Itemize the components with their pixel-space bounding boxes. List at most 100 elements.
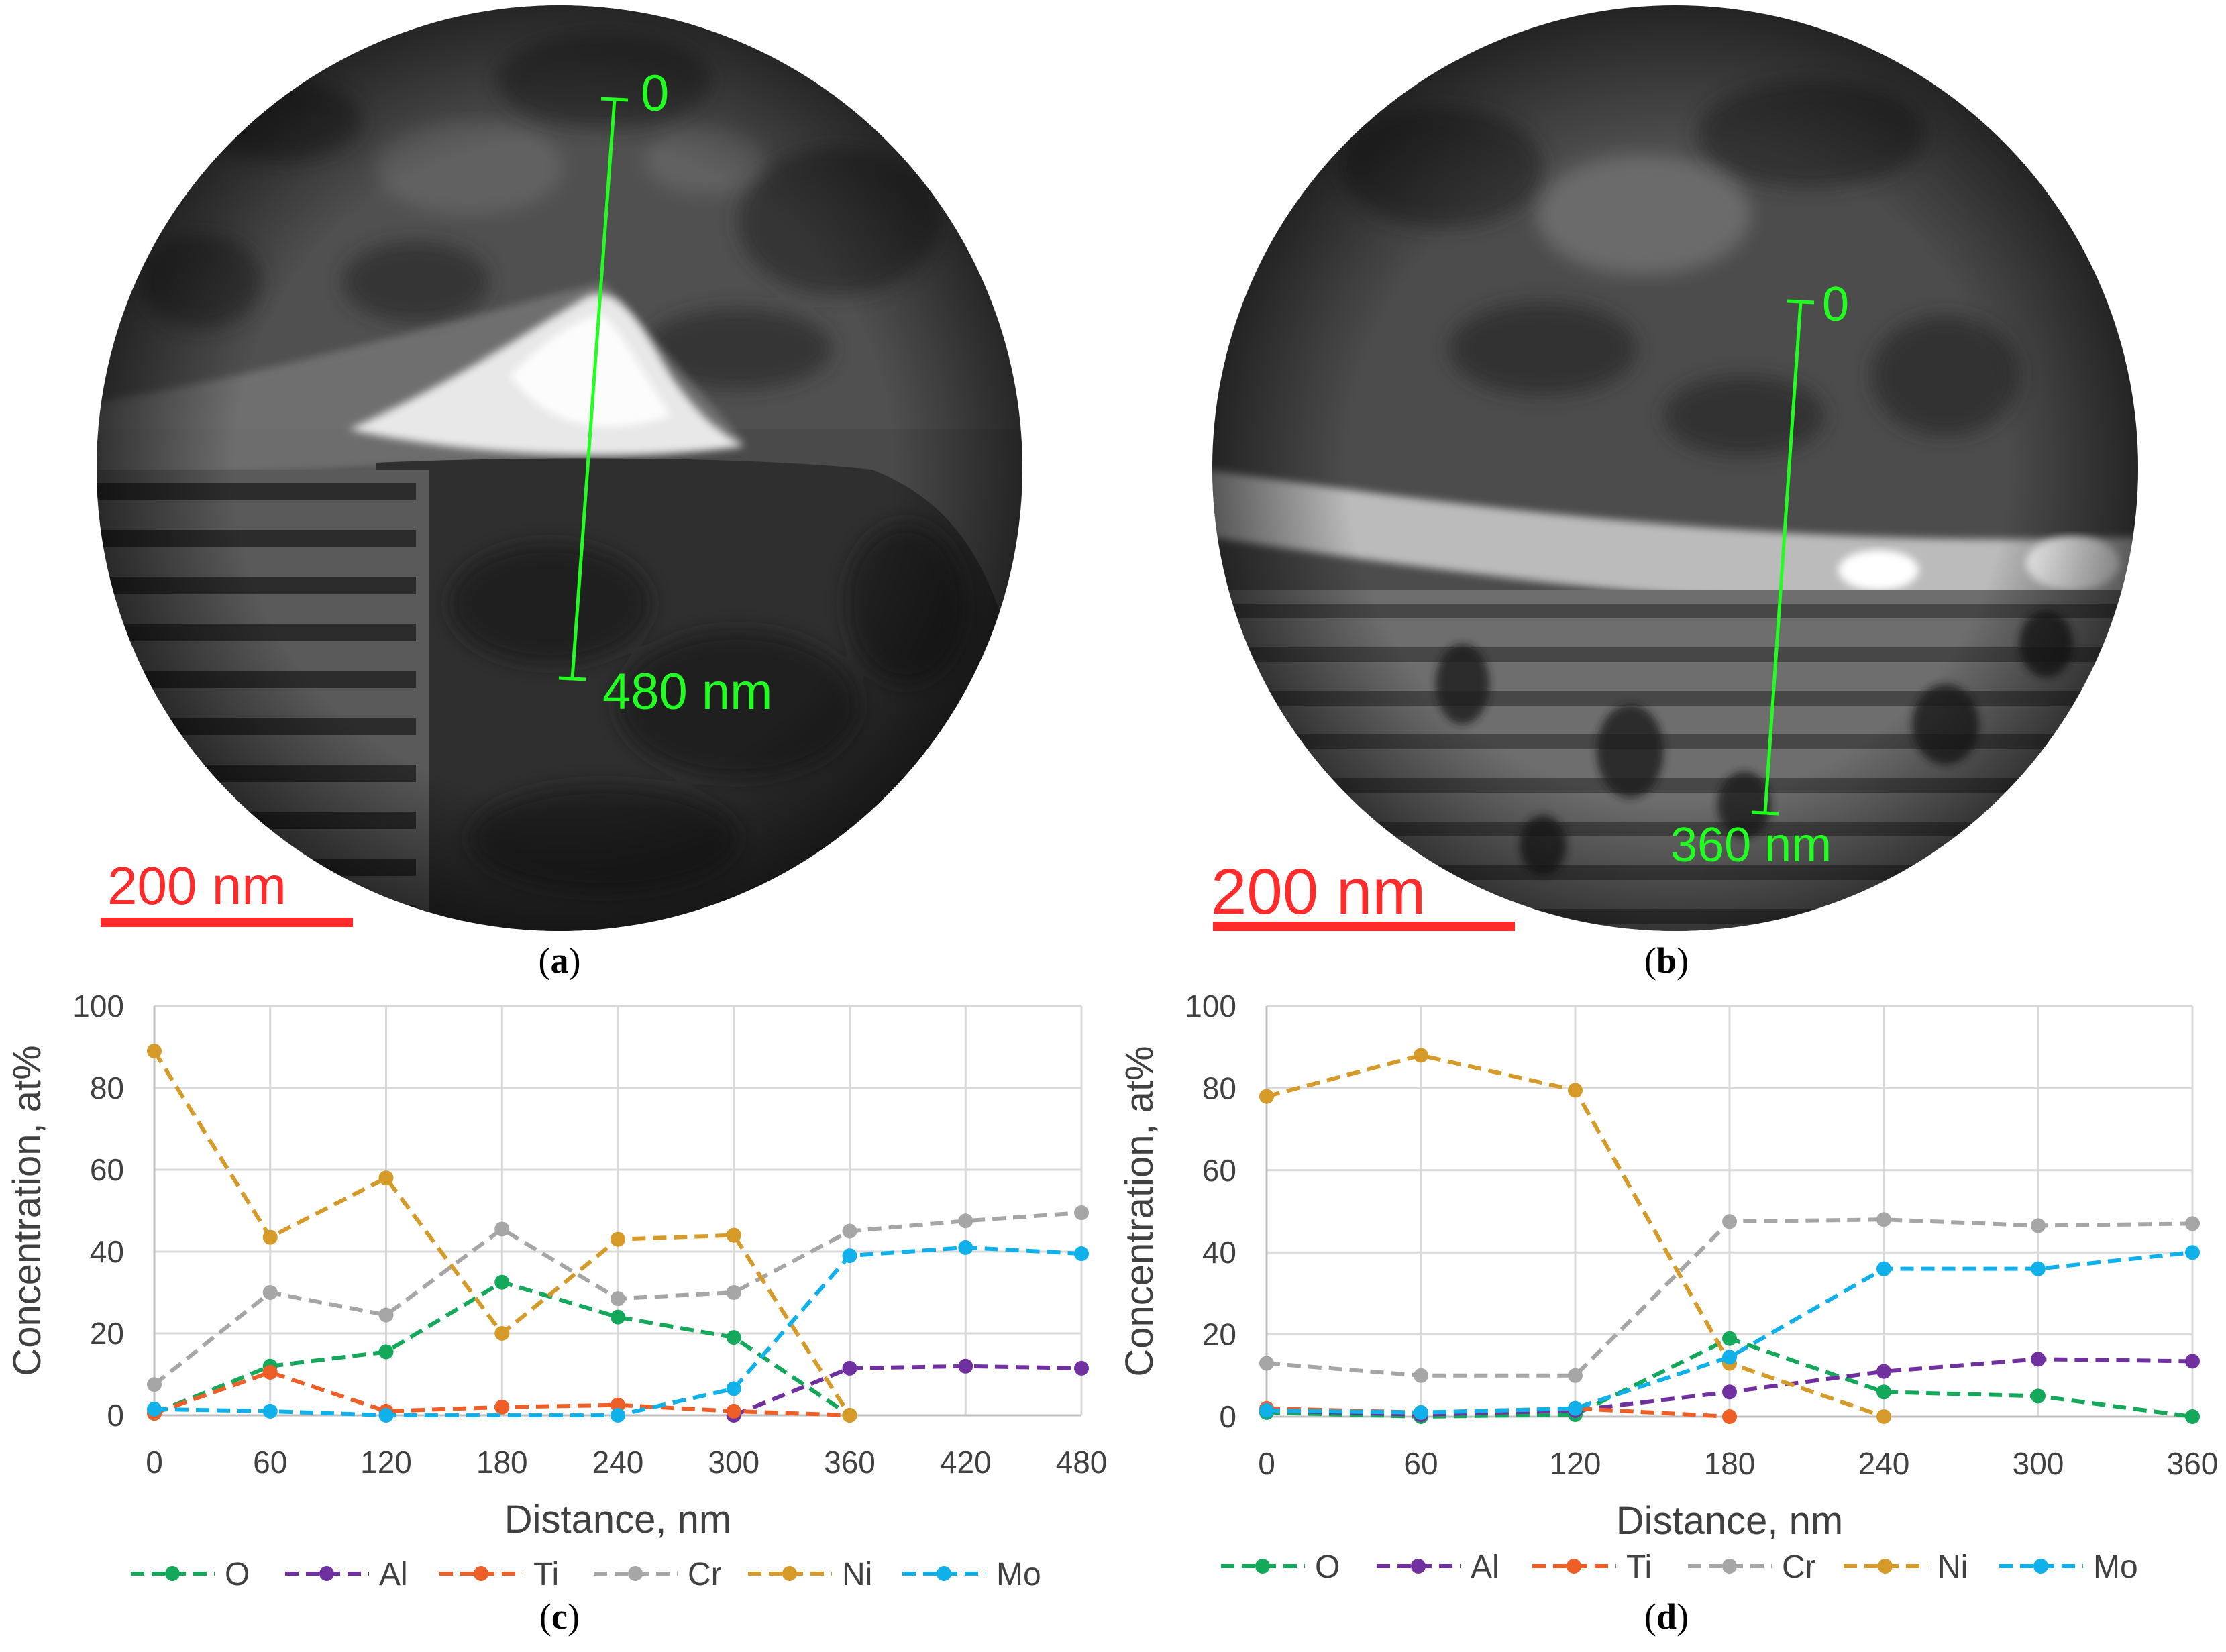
legend-label-O: O	[1315, 1549, 1340, 1585]
legend-marker-O	[1255, 1559, 1270, 1574]
legend-marker-Ni	[1878, 1559, 1893, 1574]
x-tick-label: 120	[1550, 1446, 1601, 1481]
x-tick-label: 0	[1258, 1446, 1275, 1481]
data-point-Ni	[1259, 1089, 1274, 1104]
data-point-Ni	[262, 1229, 278, 1245]
data-point-Al	[958, 1358, 973, 1374]
legend-marker-Al	[1411, 1559, 1426, 1574]
legend-marker-Cr	[1722, 1559, 1737, 1574]
data-point-Cr	[1568, 1368, 1583, 1383]
data-point-Cr	[1722, 1214, 1737, 1229]
legend-label-Cr: Cr	[1782, 1549, 1816, 1585]
data-point-Ti	[494, 1399, 510, 1415]
y-tick-label: 40	[1202, 1235, 1236, 1270]
y-tick-label: 100	[72, 989, 124, 1024]
legend-label-Ni: Ni	[1938, 1549, 1968, 1585]
profile-end-label-a: 480 nm	[602, 663, 773, 720]
data-point-Cr	[147, 1377, 162, 1392]
data-point-Mo	[1259, 1402, 1274, 1418]
data-point-Cr	[842, 1223, 857, 1239]
legend-marker-Ni	[782, 1566, 797, 1581]
profile-line-a	[570, 99, 617, 679]
data-point-Mo	[1722, 1350, 1737, 1365]
x-tick-label: 300	[2013, 1446, 2064, 1481]
data-point-Cr	[2185, 1216, 2200, 1231]
legend-label-Ti: Ti	[1626, 1549, 1652, 1585]
tem-image-b: 0 360 nm 200 nm	[1211, 5, 2138, 931]
x-tick-label: 360	[824, 1445, 876, 1480]
data-point-Al	[2031, 1352, 2046, 1367]
profile-end-label-b: 360 nm	[1671, 818, 1832, 872]
data-point-Mo	[1568, 1400, 1583, 1416]
data-point-Ni	[378, 1170, 394, 1186]
data-point-Cr	[1414, 1368, 1428, 1383]
x-tick-label: 60	[1403, 1446, 1438, 1481]
data-point-Cr	[611, 1291, 625, 1307]
y-tick-label: 60	[90, 1152, 124, 1187]
data-point-Cr	[1876, 1212, 1891, 1227]
data-point-Cr	[2031, 1218, 2046, 1233]
x-tick-label: 480	[1056, 1445, 1108, 1480]
y-tick-label: 60	[1202, 1153, 1236, 1188]
series-line-Mo	[154, 1245, 1082, 1417]
data-point-Mo	[1074, 1246, 1089, 1262]
data-point-O	[2031, 1388, 2046, 1404]
legend-label-O: O	[225, 1557, 250, 1592]
data-point-Mo	[958, 1240, 973, 1255]
profile-line-b	[1763, 301, 1803, 814]
data-point-Cr	[378, 1307, 394, 1323]
legend-marker-O	[165, 1566, 180, 1581]
data-point-Mo	[2185, 1245, 2200, 1260]
panel-label-d: (d)	[1644, 1596, 1689, 1637]
data-point-O	[1722, 1331, 1737, 1346]
legend-marker-Al	[319, 1566, 334, 1581]
data-point-Cr	[262, 1285, 278, 1300]
x-tick-label: 180	[476, 1445, 528, 1480]
y-tick-label: 0	[107, 1398, 124, 1433]
x-tick-label: 240	[592, 1445, 644, 1480]
data-point-Ti	[726, 1403, 741, 1419]
data-point-Al	[1722, 1384, 1737, 1400]
data-point-Cr	[1074, 1205, 1089, 1221]
legend-marker-Cr	[628, 1566, 643, 1581]
data-point-Mo	[842, 1248, 857, 1264]
panel-label-b: (b)	[1644, 940, 1689, 981]
scale-bar-label-b: 200 nm	[1211, 856, 1426, 928]
panel-label-a: (a)	[539, 940, 581, 981]
chart-d: 0 20 40 60 80 100 0 60 120 180 240 300 360 Distance, …	[1118, 989, 2218, 1585]
y-tick-label: 80	[1202, 1070, 1236, 1105]
data-point-O	[2185, 1409, 2200, 1424]
legend-marker-Mo	[2033, 1559, 2048, 1574]
data-point-O	[611, 1309, 625, 1325]
legend-label-Ti: Ti	[533, 1557, 559, 1592]
data-point-Mo	[1876, 1261, 1891, 1276]
data-point-Ni	[1568, 1083, 1583, 1098]
legend-marker-Mo	[937, 1566, 951, 1581]
data-point-Ni	[494, 1326, 510, 1341]
legend-marker-Ti	[474, 1566, 488, 1581]
data-point-O	[726, 1330, 741, 1345]
y-tick-label: 40	[90, 1234, 124, 1269]
y-axis-title: Concentration, at%	[5, 1045, 49, 1376]
data-point-Ti	[262, 1364, 278, 1380]
data-point-Ni	[1876, 1409, 1891, 1424]
x-tick-label: 240	[1858, 1446, 1910, 1481]
data-point-Ni	[1414, 1048, 1428, 1063]
y-tick-label: 20	[1202, 1317, 1236, 1352]
data-point-Ni	[147, 1044, 162, 1059]
profile-start-label-a: 0	[641, 65, 669, 122]
x-tick-label: 420	[940, 1445, 992, 1480]
x-tick-label: 300	[708, 1445, 759, 1480]
data-point-Mo	[2031, 1261, 2046, 1276]
data-point-Cr	[494, 1221, 510, 1237]
chart-c: 0 20 40 60 80 100 0 60 120 180 240 300 360 420 480 Dist…	[5, 989, 1107, 1592]
x-tick-label: 0	[146, 1445, 163, 1480]
legend-label-Al: Al	[379, 1557, 408, 1592]
x-tick-label: 360	[2167, 1446, 2219, 1481]
legend-label-Cr: Cr	[688, 1557, 722, 1592]
series-line-Al	[733, 1364, 1082, 1417]
data-point-Ti	[1722, 1409, 1737, 1424]
y-tick-label: 0	[1219, 1399, 1236, 1434]
data-point-Al	[1074, 1360, 1089, 1376]
